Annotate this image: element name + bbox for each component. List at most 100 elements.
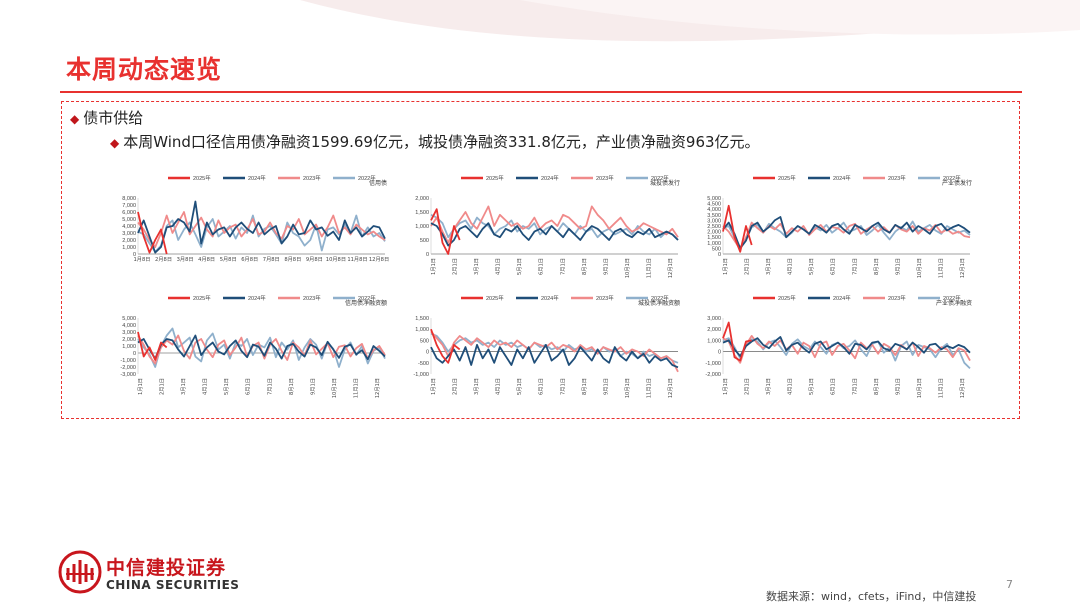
x-tick-label: 7月1日	[559, 378, 566, 395]
y-tick-label: -1,000	[705, 361, 721, 367]
y-tick-label: 1,000	[707, 338, 721, 344]
y-tick-label: 1,500	[415, 210, 429, 216]
x-tick-label: 12月1日	[374, 378, 381, 398]
y-tick-label: 0	[426, 252, 429, 258]
legend-label: 2022年	[943, 174, 961, 182]
x-tick-label: 11月1日	[645, 258, 652, 278]
x-tick-label: 9月1日	[602, 258, 609, 275]
series-line-2025	[430, 328, 461, 364]
x-tick-label: 12月1日	[667, 258, 674, 278]
series-line-2024	[722, 216, 971, 250]
x-tick-label: 11月1日	[937, 378, 944, 398]
x-tick-label: 6月1日	[245, 378, 252, 395]
chart-credit-bond-issuance: 2025年 2024年 2023年 2022年信用债01,0002,0003,0004…	[122, 174, 389, 263]
series-line-2024	[430, 222, 679, 247]
x-tick-label: 2月1日	[452, 258, 459, 275]
y-tick-label: 500	[420, 338, 429, 344]
legend-label: 2023年	[596, 174, 614, 182]
series-line-2025	[722, 321, 752, 362]
legend-label: 2023年	[303, 294, 321, 302]
data-source-note: 数据来源：wind，cfets，iFind，中信建投	[766, 590, 977, 603]
y-tick-label: 4,500	[707, 202, 721, 208]
y-tick-label: 0	[718, 350, 721, 356]
y-tick-label: -500	[418, 361, 429, 367]
page-number: 7	[1006, 578, 1013, 591]
x-tick-label: 5月1日	[223, 378, 230, 395]
x-tick-label: 8月1日	[873, 378, 880, 395]
x-tick-label: 10月1日	[916, 378, 923, 398]
x-tick-label: 5月1日	[516, 378, 523, 395]
chart-title: 信用债净融资额	[345, 299, 387, 307]
x-tick-label: 3月1日	[473, 258, 480, 275]
x-tick-label: 6月1日	[830, 258, 837, 275]
y-tick-label: 3,000	[707, 218, 721, 224]
x-tick-label: 3月8日	[177, 256, 194, 263]
x-tick-label: 2月1日	[159, 378, 166, 395]
x-tick-label: 9月8日	[306, 256, 323, 263]
series-line-2022	[137, 327, 386, 368]
series-line-2024	[722, 336, 971, 357]
summary-bullet-text: 本周Wind口径信用债净融资1599.69亿元，城投债净融资331.8亿元，产业…	[123, 133, 760, 151]
x-tick-label: 4月8日	[198, 256, 215, 263]
y-tick-label: 1,000	[415, 224, 429, 230]
chart-title: 信用债	[369, 179, 387, 187]
x-tick-label: 1月8日	[134, 256, 151, 263]
x-tick-label: 12月1日	[667, 378, 674, 398]
series-line-2025	[137, 211, 168, 255]
y-tick-label: 1,000	[707, 241, 721, 247]
x-tick-label: 4月1日	[787, 378, 794, 395]
legend-label: 2024年	[248, 174, 266, 182]
x-tick-label: 10月1日	[331, 378, 338, 398]
x-tick-label: 2月1日	[744, 258, 751, 275]
legend-label: 2023年	[888, 174, 906, 182]
x-tick-label: 9月1日	[894, 378, 901, 395]
x-tick-label: 4月1日	[495, 378, 502, 395]
chart-title: 产业债发行	[942, 179, 972, 187]
y-tick-label: 2,000	[122, 238, 136, 244]
legend-label: 2024年	[541, 174, 559, 182]
legend-label: 2022年	[651, 174, 669, 182]
y-tick-label: 3,500	[707, 213, 721, 219]
x-tick-label: 4月1日	[202, 378, 209, 395]
x-tick-label: 6月1日	[538, 258, 545, 275]
x-tick-label: 6月8日	[241, 256, 258, 263]
y-tick-label: 2,000	[122, 337, 136, 343]
x-tick-label: 5月1日	[516, 258, 523, 275]
brand-name-cn: 中信建投证券	[106, 557, 227, 579]
series-line-2023	[722, 335, 971, 364]
x-tick-label: 7月1日	[266, 378, 273, 395]
y-tick-label: 1,500	[415, 316, 429, 322]
legend-label: 2025年	[778, 294, 796, 302]
y-tick-label: -1,000	[120, 358, 136, 364]
x-tick-label: 3月1日	[765, 258, 772, 275]
x-tick-label: 8月8日	[284, 256, 301, 263]
y-tick-label: 4,000	[707, 207, 721, 213]
legend-label: 2022年	[651, 294, 669, 302]
x-tick-label: 11月8日	[347, 256, 367, 263]
legend-label: 2025年	[778, 174, 796, 182]
y-tick-label: 3,000	[122, 231, 136, 237]
y-tick-label: 2,000	[707, 327, 721, 333]
series-line-2024	[137, 334, 386, 361]
legend-label: 2025年	[193, 174, 211, 182]
x-tick-label: 7月1日	[851, 378, 858, 395]
x-tick-label: 8月1日	[581, 258, 588, 275]
summary-bullet: ◆ 本周Wind口径信用债净融资1599.69亿元，城投债净融资331.8亿元，产…	[110, 131, 760, 152]
x-tick-label: 12月1日	[959, 258, 966, 278]
y-tick-label: 1,000	[122, 245, 136, 251]
x-tick-label: 9月1日	[309, 378, 316, 395]
brand-name-en: CHINA SECURITIES	[106, 578, 240, 592]
x-tick-label: 12月1日	[959, 378, 966, 398]
x-tick-label: 12月8日	[369, 256, 389, 263]
chart-title: 产业债净融资	[936, 299, 972, 307]
legend-label: 2022年	[358, 174, 376, 182]
x-tick-label: 3月1日	[180, 378, 187, 395]
x-tick-label: 9月1日	[894, 258, 901, 275]
x-tick-label: 5月1日	[808, 378, 815, 395]
y-tick-label: 3,000	[122, 330, 136, 336]
y-tick-label: 6,000	[122, 210, 136, 216]
chart-title: 城投债发行	[650, 179, 680, 187]
legend-label: 2025年	[193, 294, 211, 302]
x-tick-label: 2月1日	[452, 378, 459, 395]
